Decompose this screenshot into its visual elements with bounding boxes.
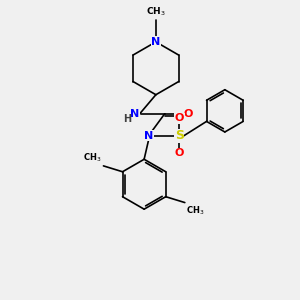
Text: CH$_3$: CH$_3$ bbox=[186, 205, 205, 217]
Text: N: N bbox=[144, 131, 153, 141]
Text: O: O bbox=[184, 109, 193, 119]
Text: CH$_3$: CH$_3$ bbox=[83, 151, 102, 164]
Text: CH$_3$: CH$_3$ bbox=[146, 6, 166, 18]
Text: H: H bbox=[123, 114, 131, 124]
Text: N: N bbox=[151, 37, 160, 47]
Text: N: N bbox=[130, 109, 139, 119]
Text: O: O bbox=[175, 148, 184, 158]
Text: S: S bbox=[175, 129, 184, 142]
Text: O: O bbox=[175, 113, 184, 123]
